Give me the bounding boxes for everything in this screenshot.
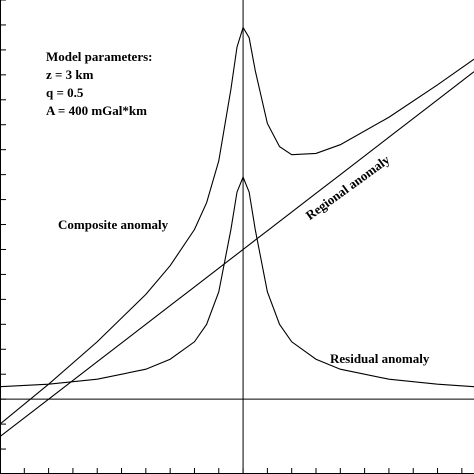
series-line (0, 71, 474, 438)
annotation: Model parameters: (46, 49, 153, 64)
series-label: Regional anomaly (303, 152, 393, 223)
series-line (0, 175, 474, 388)
series-label: Residual anomaly (330, 351, 430, 366)
annotation: q = 0.5 (46, 85, 84, 100)
annotation: A = 400 mGal*km (46, 103, 147, 118)
series-label: Composite anomaly (58, 217, 169, 232)
series-line (0, 26, 474, 425)
annotation: z = 3 km (46, 67, 94, 82)
